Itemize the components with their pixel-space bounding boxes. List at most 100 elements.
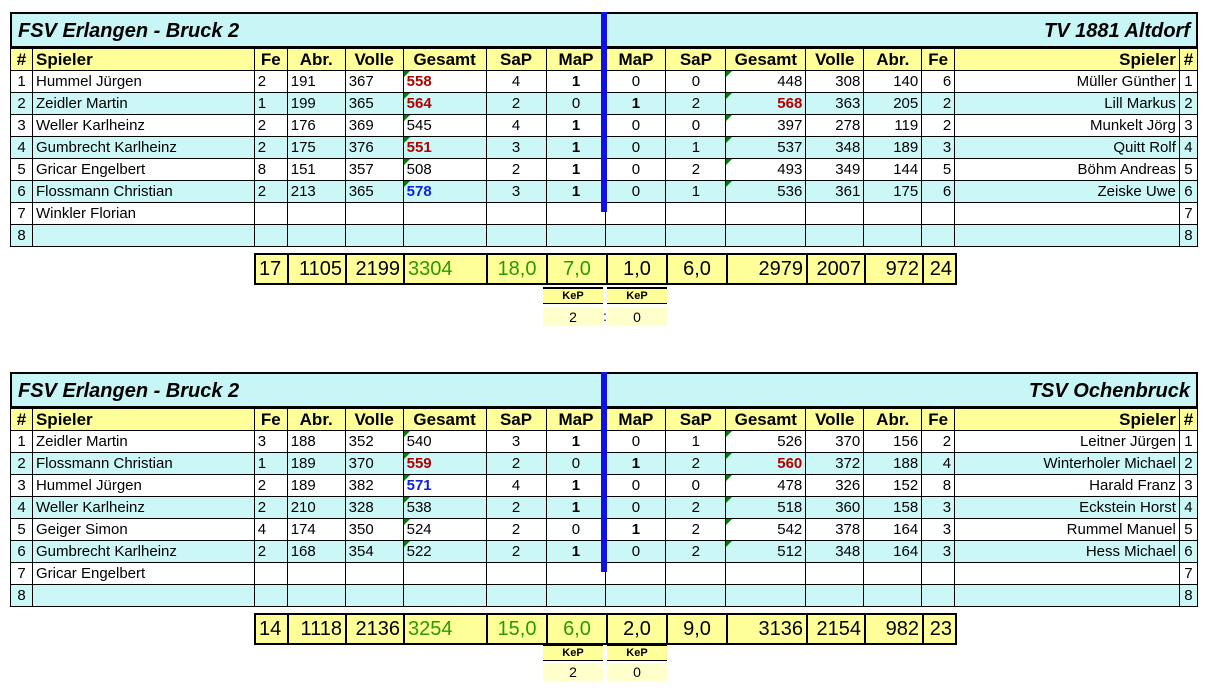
column-header: SaP (485, 48, 547, 71)
home-sap: 3 (485, 180, 547, 203)
home-gesamt: 564 (402, 92, 487, 115)
home-sap: 4 (485, 474, 547, 497)
home-player: Hummel Jürgen (31, 474, 255, 497)
home-fe: 4 (253, 518, 288, 541)
away-volle: 326 (805, 474, 865, 497)
column-header: Volle (344, 408, 404, 431)
away-sap: 1 (665, 430, 727, 453)
home-abr: 213 (286, 180, 346, 203)
away-fe: 2 (921, 430, 956, 453)
away-row-number: 1 (1178, 70, 1199, 93)
home-sap (485, 224, 547, 247)
away-map: 1 (605, 92, 667, 115)
table-row: 7 Gricar Engelbert 7 (10, 562, 1199, 585)
home-abr (286, 584, 346, 607)
row-number: 8 (10, 584, 33, 607)
home-abr: 151 (286, 158, 346, 181)
home-volle: 352 (344, 430, 404, 453)
home-volle: 376 (344, 136, 404, 159)
away-volle: 363 (805, 92, 865, 115)
away-fe (921, 202, 956, 225)
home-map: 1 (545, 474, 607, 497)
home-gesamt: 538 (402, 496, 487, 519)
away-sap (665, 202, 727, 225)
table-row: 5 Geiger Simon 4 174 350 524 2 0 1 2 542 378 164 3 Rum… (10, 518, 1199, 541)
away-abr: 188 (863, 452, 923, 475)
away-gesamt: 478 (725, 474, 807, 497)
home-map (545, 224, 607, 247)
away-row-number: 2 (1178, 92, 1199, 115)
column-header: SaP (665, 48, 727, 71)
away-map: 1 (605, 518, 667, 541)
home-fe: 2 (253, 496, 288, 519)
home-sap (485, 584, 547, 607)
away-fe (921, 584, 956, 607)
table-header-row: # Spieler Fe Abr. Volle Gesamt SaP MaP MaP SaP Ges… (10, 48, 1199, 71)
away-map: 0 (605, 474, 667, 497)
away-map: 0 (605, 114, 667, 137)
away-player: Lill Markus (954, 92, 1180, 115)
column-header: # (10, 408, 33, 431)
home-fe (253, 562, 288, 585)
column-header: Gesamt (725, 48, 807, 71)
away-fe: 6 (921, 70, 956, 93)
home-fe: 1 (253, 92, 288, 115)
away-sap: 2 (665, 540, 727, 563)
home-fe: 1 (253, 452, 288, 475)
total-away-map: 1,0 (606, 253, 668, 285)
away-fe: 2 (921, 114, 956, 137)
home-sap: 3 (485, 430, 547, 453)
home-volle (344, 584, 404, 607)
home-player: Zeidler Martin (31, 430, 255, 453)
home-sap: 2 (485, 518, 547, 541)
kep-value-away: 0 (607, 308, 667, 326)
home-sap: 2 (485, 452, 547, 475)
total-home-volle: 2136 (345, 613, 405, 645)
column-header: Spieler (954, 48, 1180, 71)
home-volle (344, 224, 404, 247)
table-row: 3 Hummel Jürgen 2 189 382 571 4 1 0 0 478 326 152 8 Ha… (10, 474, 1199, 497)
home-map (545, 202, 607, 225)
table-row: 5 Gricar Engelbert 8 151 357 508 2 1 0 2 493 349 144… (10, 158, 1199, 181)
away-abr: 189 (863, 136, 923, 159)
away-volle: 308 (805, 70, 865, 93)
total-home-volle: 2199 (345, 253, 405, 285)
away-volle: 361 (805, 180, 865, 203)
kep-value-away: 0 (607, 663, 667, 681)
home-map: 1 (545, 136, 607, 159)
totals-row: 17 1105 2199 3304 18,0 7,0 1,0 6,0 2979 2007 972 24 (254, 253, 957, 285)
away-gesamt: 512 (725, 540, 807, 563)
home-gesamt: 558 (402, 70, 487, 93)
away-map (605, 202, 667, 225)
home-volle: 350 (344, 518, 404, 541)
row-number: 1 (10, 70, 33, 93)
away-volle (805, 202, 865, 225)
kep-label-away: KeP (607, 644, 667, 661)
home-player: Zeidler Martin (31, 92, 255, 115)
away-gesamt (725, 224, 807, 247)
home-fe: 8 (253, 158, 288, 181)
home-fe (253, 224, 288, 247)
away-sap (665, 224, 727, 247)
away-abr: 156 (863, 430, 923, 453)
away-sap: 2 (665, 518, 727, 541)
away-map (605, 224, 667, 247)
home-team-title: FSV Erlangen - Bruck 2 (18, 20, 240, 42)
home-map: 1 (545, 496, 607, 519)
home-map: 1 (545, 114, 607, 137)
away-gesamt: 560 (725, 452, 807, 475)
away-sap (665, 562, 727, 585)
away-volle (805, 584, 865, 607)
row-number: 1 (10, 430, 33, 453)
away-abr (863, 562, 923, 585)
away-map: 0 (605, 430, 667, 453)
away-fe: 2 (921, 92, 956, 115)
match-block-1: FSV Erlangen - Bruck 2 TV 1881 Altdorf #… (10, 12, 1199, 247)
home-player (31, 224, 255, 247)
column-header: Fe (253, 48, 288, 71)
home-sap: 2 (485, 92, 547, 115)
total-home-map: 6,0 (546, 613, 608, 645)
row-number: 3 (10, 474, 33, 497)
row-number: 5 (10, 158, 33, 181)
